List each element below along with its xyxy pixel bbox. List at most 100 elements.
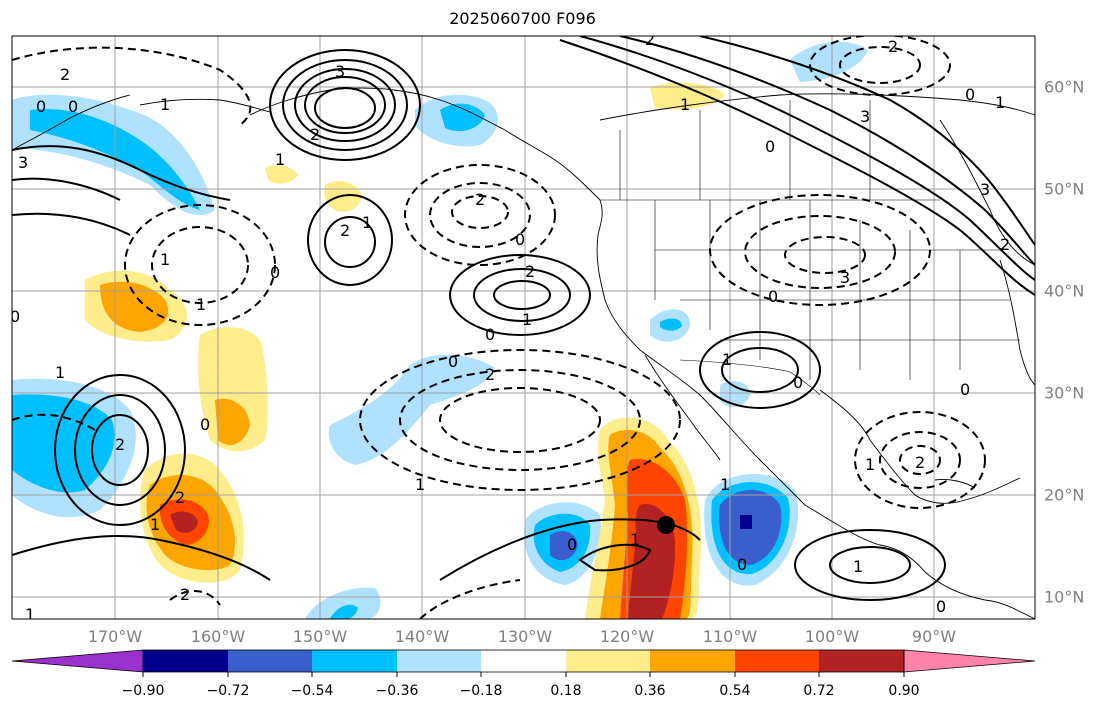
- contour-label: 1: [995, 93, 1005, 112]
- contour-high-mex-2: [721, 347, 799, 393]
- contour-label: 3: [980, 180, 990, 199]
- coastline-west-us: [596, 234, 1035, 619]
- contour-label: 0: [960, 380, 970, 399]
- warm-core-mid: [215, 398, 250, 445]
- colorbar-segment: [819, 650, 904, 672]
- contour-label: 1: [275, 150, 285, 169]
- contour-low-west-1: [124, 204, 276, 326]
- contour-high-west-1: [54, 374, 186, 526]
- contours-positive: [12, 36, 1035, 601]
- blue-region-ne: [790, 41, 868, 82]
- longitude-label: 140°W: [394, 627, 450, 646]
- colorbar-tick-label: 0.90: [888, 683, 920, 699]
- graticule: [12, 36, 1035, 619]
- contour-label: 1: [196, 295, 206, 314]
- contour-label: 1: [722, 350, 732, 369]
- colorbar-tick-label: 0.72: [803, 683, 835, 699]
- coastline-gulf: [819, 389, 1021, 504]
- blue-core-goa: [440, 103, 485, 132]
- warm-spot-2: [265, 165, 298, 184]
- longitude-label: 120°W: [599, 627, 655, 646]
- contour-jet-3: [619, 36, 1035, 266]
- colorbar-extend-right: [903, 649, 1036, 673]
- colorbar-tick-label: 0.54: [719, 683, 751, 699]
- navy-spot-south-2: [740, 515, 752, 529]
- longitude-label: 90°W: [911, 627, 957, 646]
- contour-low-south: [419, 579, 521, 619]
- latitude-label: 40°N: [1044, 281, 1085, 301]
- longitude-label: 150°W: [292, 627, 348, 646]
- colorbar-extend-left: [11, 649, 144, 673]
- map-title: 2025060700 F096: [449, 9, 596, 28]
- contour-label: 0: [965, 85, 975, 104]
- contour-label: 2: [115, 435, 125, 454]
- contour-label: 1: [362, 213, 372, 232]
- contour-low-goa-1: [404, 164, 556, 266]
- contour-label: 2: [485, 365, 495, 384]
- contour-labels: 3 2 1 1 2 1 2 1 1 3 2 1 1 1 1 1 1 2 2 3 …: [12, 30, 1010, 624]
- contour-label: 2: [645, 30, 655, 49]
- colorbar-tick-label: 0.36: [634, 683, 666, 699]
- contour-nw-arc-1: [12, 145, 231, 201]
- contour-high-gulf-1: [794, 529, 946, 601]
- contour-jet-4: [699, 36, 1035, 246]
- contour-low-goa-2: [429, 182, 531, 248]
- colorbar-outline: [142, 649, 905, 673]
- contour-label: 2: [180, 585, 190, 604]
- storm-center-dot: [657, 516, 675, 534]
- contour-label: 2: [1000, 235, 1010, 254]
- contour-low-ne-2: [839, 46, 921, 84]
- latitude-label: 50°N: [1044, 179, 1085, 199]
- contour-label: 1: [415, 475, 425, 494]
- contour-high-central-2: [324, 216, 376, 268]
- contour-high-alaska-4: [304, 76, 386, 134]
- contour-label: 0: [36, 97, 46, 116]
- contour-high-mex-1: [699, 331, 821, 409]
- blue-region-central: [328, 354, 495, 465]
- contour-high-central-1: [307, 194, 393, 286]
- state-borders: [600, 100, 1020, 396]
- coastline-east-us: [999, 259, 1035, 386]
- contours-negative: [12, 36, 986, 619]
- latitude-label: 30°N: [1044, 383, 1085, 403]
- map-frame: [11, 35, 1036, 620]
- contour-label: 3: [335, 62, 345, 81]
- colorbar-tick-label: −0.90: [121, 683, 165, 699]
- latitude-label: 60°N: [1044, 77, 1085, 97]
- colorbar-segment: [566, 650, 650, 672]
- contour-label: 0: [768, 287, 778, 306]
- coastline-cuba: [934, 479, 976, 489]
- contour-high-ne-pac-3: [493, 280, 551, 310]
- contour-low-sw-1: [359, 349, 681, 491]
- contour-label: 1: [25, 605, 35, 624]
- coastline-hudson: [939, 119, 1035, 266]
- contour-label: 1: [630, 530, 640, 549]
- contour-label: 0: [793, 373, 803, 392]
- contour-low-southwest: [169, 590, 221, 606]
- contour-label: 1: [160, 250, 170, 269]
- colorbar-tick-label: −0.72: [206, 683, 250, 699]
- contour-label: 1: [720, 475, 730, 494]
- contour-nw-arc-2: [12, 177, 121, 201]
- colorbar-tick-label: 0.18: [550, 683, 582, 699]
- contour-low-us-1: [709, 194, 931, 306]
- coastline-canada-north: [599, 93, 1035, 121]
- contour-label: 2: [915, 453, 925, 472]
- contour-label: 1: [160, 95, 170, 114]
- contour-low-west-2: [151, 226, 249, 304]
- blue-region-small-2: [720, 381, 750, 407]
- latitude-label: 20°N: [1044, 485, 1085, 505]
- contour-jet-1: [559, 39, 1035, 296]
- contour-label: 0: [515, 230, 525, 249]
- contour-west-arc: [12, 535, 271, 581]
- colorbar-segment: [481, 650, 566, 672]
- contour-tc-2: [578, 543, 652, 572]
- contour-label: 2: [340, 221, 350, 240]
- contour-high-alaska-5: [314, 87, 376, 129]
- contour-high-gulf-2: [829, 546, 911, 584]
- contour-label: 2: [475, 190, 485, 209]
- blue-core-west: [12, 394, 115, 493]
- contour-label: 0: [200, 415, 210, 434]
- contour-label: 0: [737, 555, 747, 574]
